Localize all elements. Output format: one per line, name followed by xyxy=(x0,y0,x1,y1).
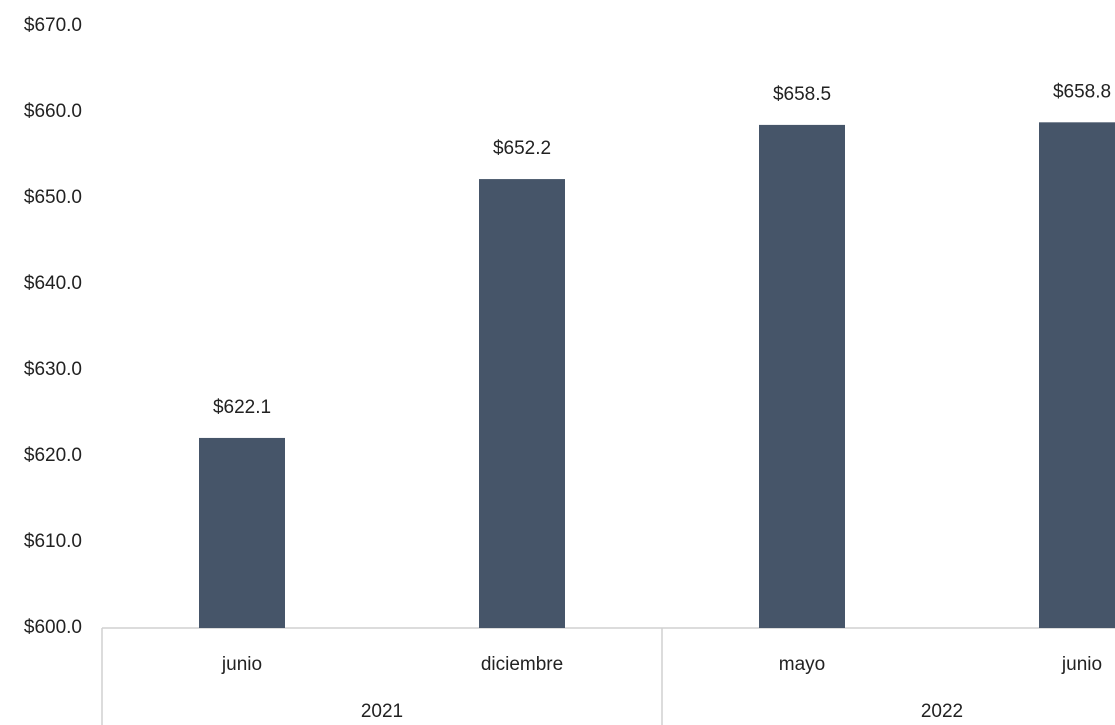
value-label: $658.5 xyxy=(773,84,831,105)
group-label: 2021 xyxy=(361,701,403,722)
bar xyxy=(479,179,565,628)
bar xyxy=(1039,122,1115,628)
y-tick-label: $630.0 xyxy=(24,359,82,380)
y-tick-label: $600.0 xyxy=(24,617,82,638)
value-label: $658.8 xyxy=(1053,81,1111,102)
y-tick-label: $620.0 xyxy=(24,445,82,466)
value-label: $622.1 xyxy=(213,397,271,418)
bar xyxy=(759,124,845,629)
x-tick-label: mayo xyxy=(779,654,825,675)
y-tick-label: $650.0 xyxy=(24,187,82,208)
bar xyxy=(199,437,285,628)
x-tick-label: junio xyxy=(1061,654,1102,675)
y-tick-label: $640.0 xyxy=(24,273,82,294)
y-tick-label: $660.0 xyxy=(24,101,82,122)
y-tick-label: $670.0 xyxy=(24,15,82,36)
y-tick-label: $610.0 xyxy=(24,531,82,552)
group-label: 2022 xyxy=(921,701,963,722)
x-tick-label: diciembre xyxy=(481,654,563,675)
x-tick-label: junio xyxy=(221,654,262,675)
value-label: $652.2 xyxy=(493,138,551,159)
